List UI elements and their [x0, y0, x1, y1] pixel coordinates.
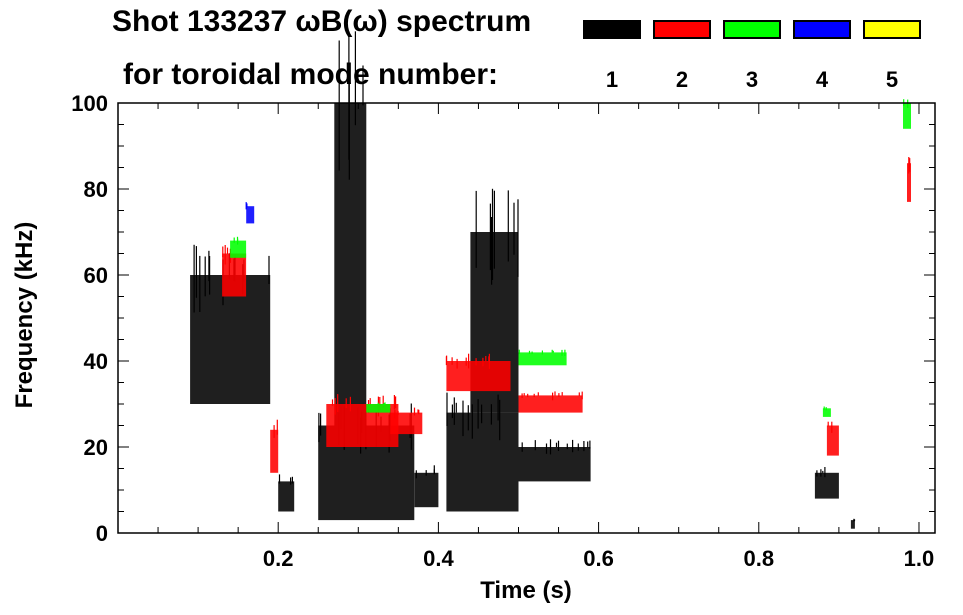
legend-swatch-2: [653, 20, 711, 39]
mode-4-region-1: [246, 206, 255, 224]
mode-1-region-9: [814, 472, 839, 499]
x-tick-label: 0.2: [263, 546, 294, 571]
y-tick-label: 0: [96, 521, 108, 546]
y-tick-label: 60: [84, 263, 108, 288]
mode-3-region-2: [366, 404, 391, 413]
mode-3-region-4: [822, 408, 831, 417]
legend-swatch-3: [723, 20, 781, 39]
legend-label-5: 5: [885, 67, 899, 92]
legend-swatch-1: [583, 20, 641, 39]
y-tick-labels: 0 20 40 60 80 100: [71, 91, 108, 546]
x-tick-label: 0.6: [583, 546, 614, 571]
mode-2-region-8: [907, 163, 911, 202]
legend-swatch-4: [793, 20, 851, 39]
mode-2-region-2: [270, 429, 279, 473]
x-axis-label: Time (s): [480, 577, 572, 604]
mode-1-region-10: [850, 520, 855, 529]
ticks: [117, 102, 935, 534]
mode-1-region-2: [278, 481, 295, 512]
mode-1-region-8: [518, 447, 591, 482]
mode-3-region-3: [518, 352, 567, 366]
mode-3-region-5: [903, 103, 911, 129]
mode-2-region-6: [518, 395, 583, 413]
legend-label-1: 1: [605, 67, 619, 92]
y-tick-label: 80: [84, 177, 108, 202]
legend-swatch-5: [863, 20, 921, 39]
mode-3-region-1: [230, 240, 247, 258]
legend-label-4: 4: [815, 67, 829, 92]
mode-2-region-5: [446, 361, 511, 392]
mode-1-region-5: [414, 472, 439, 508]
mode-2-region-1: [222, 253, 247, 297]
mode-1-region-6: [446, 412, 519, 512]
chart-title-line1: Shot 133237 ωB(ω) spectrum: [112, 5, 532, 38]
y-axis-label: Frequency (kHz): [11, 222, 38, 409]
spectral-regions: [190, 31, 911, 529]
y-tick-label: 20: [84, 435, 108, 460]
x-tick-label: 0.4: [423, 546, 454, 571]
legend-label-3: 3: [745, 67, 759, 92]
legend-label-2: 2: [675, 67, 689, 92]
chart-title-line2: for toroidal mode number:: [123, 58, 498, 91]
y-tick-label: 100: [71, 91, 108, 116]
x-tick-label: 1.0: [904, 546, 935, 571]
mode-2-region-4: [390, 412, 423, 435]
x-tick-labels: 0.2 0.4 0.6 0.8 1.0: [263, 546, 934, 571]
x-tick-label: 0.8: [743, 546, 774, 571]
mode-2-region-7: [826, 425, 839, 456]
y-tick-label: 40: [84, 349, 108, 374]
